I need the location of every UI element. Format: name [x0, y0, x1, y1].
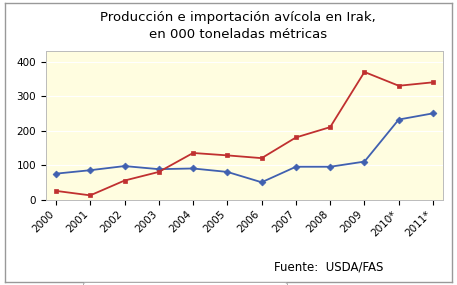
Legend: Producción, Importación: Producción, Importación — [83, 282, 287, 285]
Text: Fuente:  USDA/FAS: Fuente: USDA/FAS — [274, 260, 383, 274]
Text: Producción e importación avícola en Irak,
en 000 toneladas métricas: Producción e importación avícola en Irak… — [100, 11, 376, 41]
